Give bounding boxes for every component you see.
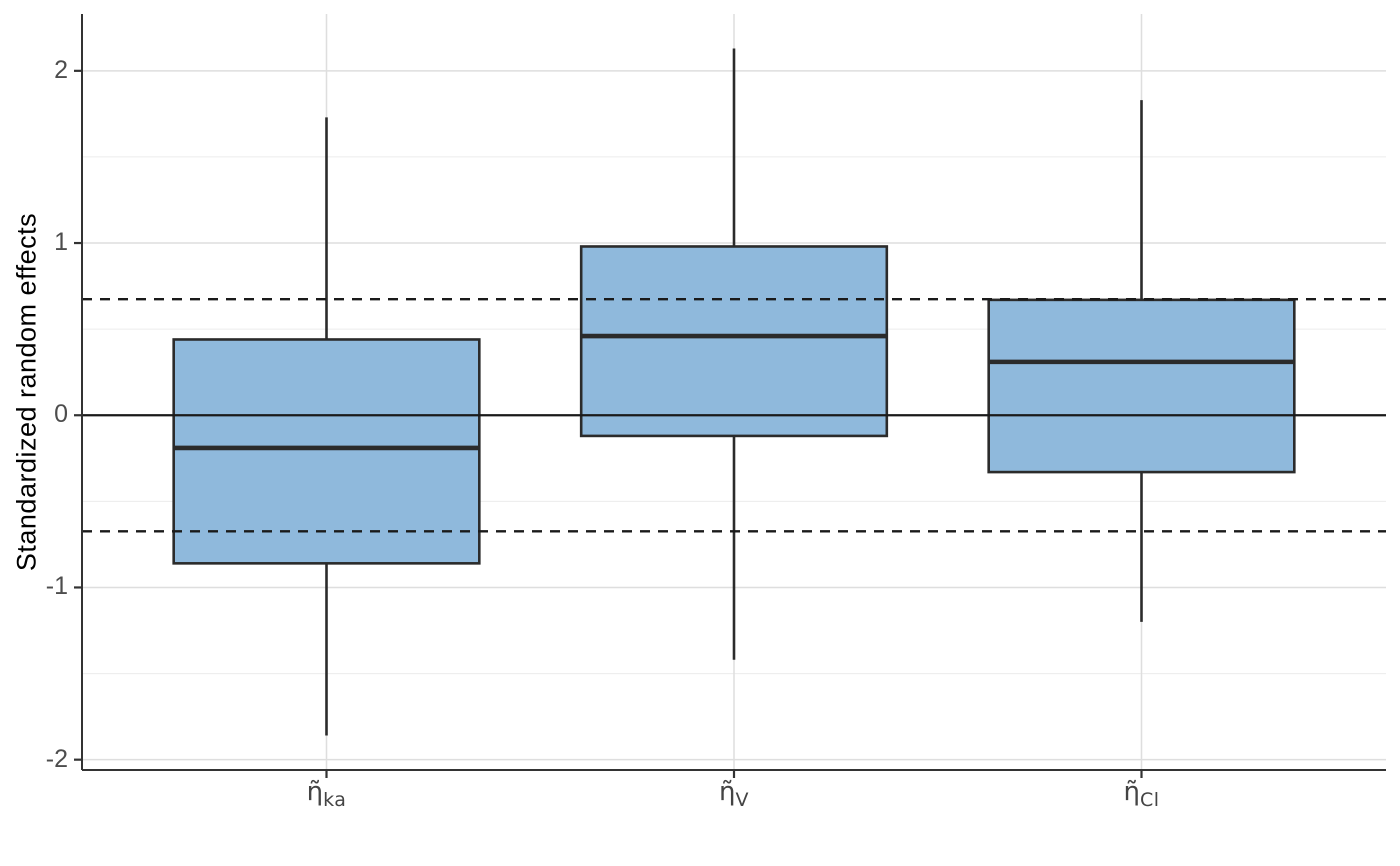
y-tick-label-0: 0 xyxy=(54,400,68,429)
eta-subscript: Cl xyxy=(1139,789,1160,811)
box-eta-Cl xyxy=(987,298,1296,474)
eta-symbol: η̃ xyxy=(1123,777,1140,807)
y-tick-label-minus-2: -2 xyxy=(45,744,68,773)
x-axis-label-eta-ka: η̃ka xyxy=(307,777,347,811)
y-tick-label-1: 1 xyxy=(54,228,68,257)
x-axis-label-eta-cl: η̃Cl xyxy=(1123,777,1159,811)
box-eta-V xyxy=(579,245,889,438)
eta-symbol: η̃ xyxy=(719,777,736,807)
y-axis-title: Standardized random effects xyxy=(11,212,42,572)
eta-symbol: η̃ xyxy=(306,777,324,807)
y-tick-label-2: 2 xyxy=(54,55,68,84)
eta-subscript: V xyxy=(735,789,749,811)
box-eta-ka xyxy=(172,338,481,565)
x-axis-label-eta-v: η̃V xyxy=(719,777,749,811)
y-tick-label-minus-1: -1 xyxy=(45,572,68,601)
eta-subscript: ka xyxy=(323,789,347,811)
